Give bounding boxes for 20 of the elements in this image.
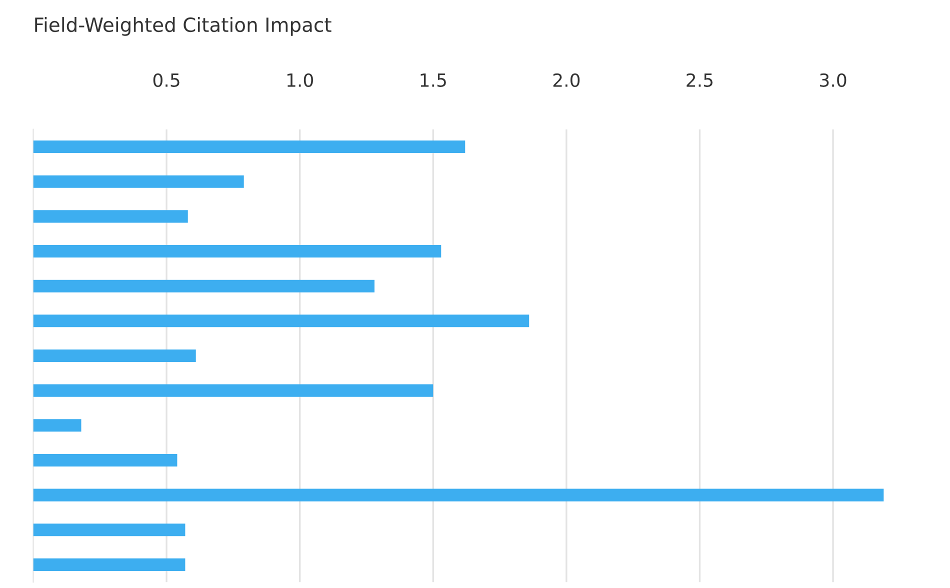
chart-title: Field-Weighted Citation Impact	[35, 17, 332, 36]
x-tick-label: 2.0	[553, 73, 580, 87]
bar	[33, 488, 884, 502]
bar	[33, 524, 186, 536]
bar	[33, 558, 186, 571]
bar	[33, 314, 530, 328]
bar	[33, 454, 178, 466]
bar	[33, 384, 434, 397]
x-tick-label: 1.0	[287, 73, 313, 87]
bar	[33, 280, 374, 292]
bar	[33, 349, 196, 362]
x-tick-label: 3.0	[820, 73, 846, 87]
x-tick-label: 0.5	[153, 73, 180, 87]
bar	[33, 244, 442, 258]
bar	[33, 210, 188, 223]
bar	[33, 175, 244, 188]
x-tick-label: 1.5	[420, 74, 446, 87]
bar	[33, 140, 466, 154]
bar	[33, 419, 82, 432]
x-tick-label: 2.5	[686, 73, 713, 87]
